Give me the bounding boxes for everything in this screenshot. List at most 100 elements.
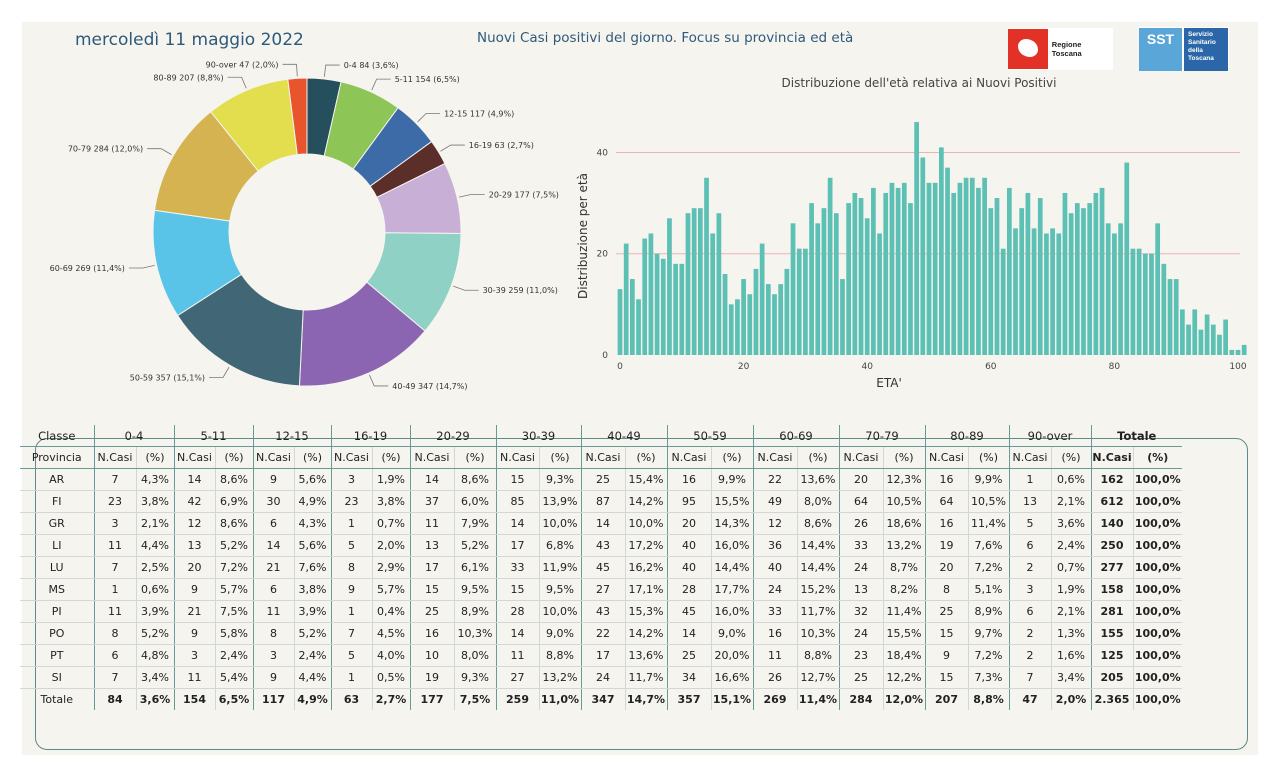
- age-bar[interactable]: [1031, 228, 1037, 355]
- age-bar[interactable]: [1087, 203, 1093, 355]
- age-bar[interactable]: [883, 192, 889, 355]
- age-bar[interactable]: [809, 203, 814, 355]
- age-bar[interactable]: [932, 182, 938, 355]
- age-bar[interactable]: [1155, 223, 1161, 355]
- age-bar[interactable]: [1124, 162, 1130, 355]
- age-bar[interactable]: [691, 208, 697, 355]
- age-bar[interactable]: [654, 253, 660, 355]
- age-bar[interactable]: [988, 208, 994, 355]
- age-bar[interactable]: [1118, 223, 1123, 355]
- age-bar[interactable]: [1081, 208, 1086, 355]
- age-bar[interactable]: [667, 218, 672, 355]
- age-bar[interactable]: [642, 238, 648, 355]
- age-bar[interactable]: [747, 294, 753, 355]
- age-bar[interactable]: [1186, 324, 1191, 355]
- age-bar[interactable]: [963, 177, 969, 355]
- age-bar[interactable]: [1105, 223, 1111, 355]
- age-bar[interactable]: [648, 233, 654, 355]
- age-bar[interactable]: [920, 157, 926, 355]
- age-bar[interactable]: [821, 208, 827, 355]
- age-bar[interactable]: [1180, 309, 1185, 355]
- age-bar[interactable]: [815, 223, 821, 355]
- age-bar[interactable]: [969, 177, 975, 355]
- age-bar[interactable]: [1142, 253, 1148, 355]
- age-bar[interactable]: [1198, 329, 1204, 355]
- age-bar[interactable]: [1149, 253, 1154, 355]
- age-bar[interactable]: [938, 147, 944, 355]
- age-bar[interactable]: [1019, 208, 1025, 355]
- age-bar[interactable]: [660, 258, 666, 355]
- age-bar[interactable]: [889, 182, 895, 355]
- age-bar[interactable]: [852, 192, 858, 355]
- age-bar[interactable]: [1000, 248, 1006, 355]
- age-bar[interactable]: [1204, 314, 1210, 355]
- age-bar[interactable]: [685, 213, 691, 355]
- age-bar[interactable]: [796, 248, 802, 355]
- age-bar[interactable]: [901, 182, 907, 355]
- age-bar[interactable]: [1130, 248, 1136, 355]
- age-bar[interactable]: [833, 213, 839, 355]
- age-bar[interactable]: [716, 213, 722, 355]
- age-bar[interactable]: [784, 268, 790, 355]
- donut-slice[interactable]: [287, 77, 308, 156]
- age-bar[interactable]: [679, 263, 685, 355]
- age-bar[interactable]: [951, 192, 957, 355]
- age-bar[interactable]: [926, 182, 932, 355]
- age-bar[interactable]: [1136, 248, 1142, 355]
- age-bar[interactable]: [1161, 263, 1167, 355]
- age-bar[interactable]: [1223, 319, 1229, 355]
- age-bar[interactable]: [846, 203, 852, 355]
- age-bar[interactable]: [1074, 203, 1080, 355]
- age-bar[interactable]: [976, 187, 981, 355]
- age-bar[interactable]: [1235, 349, 1241, 355]
- age-bar[interactable]: [1241, 344, 1247, 355]
- age-bar[interactable]: [994, 198, 1000, 355]
- age-bar[interactable]: [827, 177, 833, 355]
- age-bar[interactable]: [1112, 233, 1117, 355]
- age-bar[interactable]: [722, 273, 728, 355]
- age-bar[interactable]: [710, 233, 716, 355]
- age-bar[interactable]: [636, 299, 641, 355]
- age-bar[interactable]: [914, 122, 920, 355]
- age-bar[interactable]: [1062, 192, 1068, 355]
- age-bar[interactable]: [1093, 192, 1099, 355]
- age-bar[interactable]: [629, 279, 635, 355]
- age-bar[interactable]: [741, 279, 746, 355]
- age-bar[interactable]: [753, 268, 759, 355]
- age-bar[interactable]: [735, 299, 740, 355]
- age-bar[interactable]: [697, 208, 703, 355]
- age-bar[interactable]: [1025, 192, 1031, 355]
- age-bar[interactable]: [982, 177, 987, 355]
- age-bar[interactable]: [673, 263, 678, 355]
- age-bar[interactable]: [790, 223, 796, 355]
- age-bar[interactable]: [1044, 233, 1049, 355]
- age-bar[interactable]: [1056, 233, 1062, 355]
- age-bar[interactable]: [772, 294, 777, 355]
- age-bar[interactable]: [704, 177, 709, 355]
- age-bar[interactable]: [1099, 187, 1105, 355]
- age-bar[interactable]: [1050, 228, 1055, 355]
- age-bar[interactable]: [1192, 309, 1198, 355]
- age-bar[interactable]: [895, 187, 901, 355]
- age-bar[interactable]: [858, 198, 864, 355]
- age-bar[interactable]: [1037, 198, 1043, 355]
- age-bar[interactable]: [617, 289, 623, 355]
- age-bar[interactable]: [908, 203, 913, 355]
- age-bar[interactable]: [1210, 324, 1216, 355]
- age-bar[interactable]: [778, 284, 784, 355]
- age-bar[interactable]: [623, 243, 629, 355]
- age-bar[interactable]: [1068, 213, 1074, 355]
- age-bar[interactable]: [864, 218, 870, 355]
- age-bar[interactable]: [765, 284, 771, 355]
- age-bar[interactable]: [877, 233, 882, 355]
- age-bar[interactable]: [840, 279, 845, 355]
- age-bar[interactable]: [1167, 279, 1173, 355]
- age-bar[interactable]: [1013, 228, 1018, 355]
- age-bar[interactable]: [728, 304, 734, 355]
- age-bar[interactable]: [1229, 349, 1235, 355]
- age-bar[interactable]: [1217, 334, 1222, 355]
- age-bar[interactable]: [759, 243, 765, 355]
- age-bar[interactable]: [945, 167, 950, 355]
- age-bar[interactable]: [957, 182, 963, 355]
- age-bar[interactable]: [803, 248, 808, 355]
